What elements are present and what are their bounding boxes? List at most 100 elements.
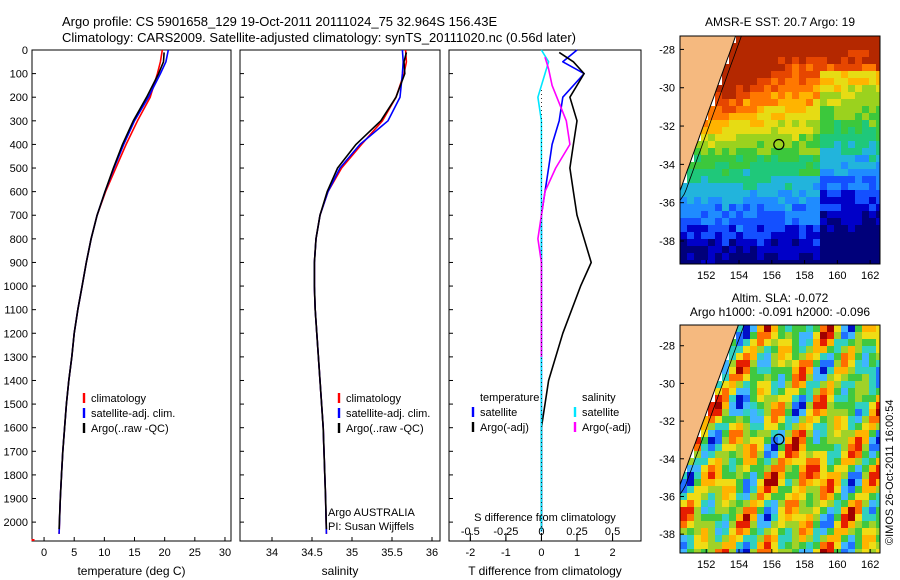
sla_map-frame bbox=[679, 324, 881, 554]
sst_map-cell bbox=[834, 134, 842, 142]
sst_map-cell bbox=[736, 120, 744, 128]
sla_map-cell bbox=[827, 360, 835, 368]
sla_map-cell bbox=[841, 486, 849, 494]
sla_map-cell bbox=[799, 388, 807, 396]
sst_map-cell bbox=[694, 253, 702, 261]
sst_map-shelf-contour bbox=[680, 36, 742, 202]
sst_map-cell bbox=[841, 197, 849, 205]
sst_map-cell bbox=[813, 183, 821, 191]
sst_map-cell bbox=[820, 197, 828, 205]
sla_map-cell bbox=[750, 367, 758, 375]
sst_map-cell bbox=[813, 204, 821, 212]
sla_map-cell bbox=[792, 360, 800, 368]
sla_map-cell bbox=[785, 339, 793, 347]
sst_map-cell bbox=[813, 162, 821, 170]
sla_map-cell bbox=[764, 542, 772, 550]
sst_map-cell bbox=[743, 162, 751, 170]
sst_map-cell bbox=[869, 57, 877, 65]
sla_map-cell bbox=[750, 458, 758, 466]
sst_map-cell bbox=[722, 239, 730, 247]
sst_map-cell bbox=[743, 43, 751, 51]
sst_map-cell bbox=[764, 176, 772, 184]
sst_map-cell bbox=[827, 148, 835, 156]
sla_map-cell bbox=[771, 409, 779, 417]
sst_map-cell bbox=[764, 260, 772, 264]
sla_map-cell bbox=[757, 423, 765, 431]
sst_map-cell bbox=[869, 190, 877, 198]
sla_map-cell bbox=[799, 479, 807, 487]
sst_map-cell bbox=[729, 141, 737, 149]
sst_map-cell bbox=[743, 204, 751, 212]
sla_map-cell bbox=[729, 451, 737, 459]
sla_map-cell bbox=[827, 395, 835, 403]
sla_map-cell bbox=[715, 500, 723, 508]
sla_map-cell bbox=[743, 465, 751, 473]
sla_map-cell bbox=[778, 500, 786, 508]
sst_map-cell bbox=[834, 120, 842, 128]
sla_map-cell bbox=[708, 444, 716, 452]
sst_map-cell bbox=[785, 246, 793, 254]
sla_map-cell bbox=[757, 339, 765, 347]
temperature-legend-label: climatology bbox=[91, 393, 147, 405]
difference-s-tick-label: 0 bbox=[538, 526, 544, 538]
difference-s-legend-label: Argo(-adj) bbox=[582, 422, 631, 434]
sst_map-cell bbox=[855, 50, 863, 58]
sla_map-cell bbox=[778, 388, 786, 396]
sst_map-cell bbox=[708, 204, 716, 212]
sst_map-cell bbox=[743, 197, 751, 205]
sla_map-cell bbox=[876, 479, 880, 487]
sst_map-cell bbox=[820, 36, 828, 44]
sla_map-cell bbox=[799, 472, 807, 480]
sst_map-cell bbox=[764, 183, 772, 191]
sst_map-cell bbox=[799, 155, 807, 163]
sla_map-cell bbox=[729, 430, 737, 438]
temperature-panel: 0 5 10 15 20 25 300100200300400500600700800900… bbox=[4, 45, 232, 578]
sla_map-cell bbox=[799, 493, 807, 501]
sla_map-cell bbox=[869, 514, 877, 522]
sst_map-cell bbox=[750, 204, 758, 212]
sst_map-cell bbox=[834, 99, 842, 107]
sst_map-cell bbox=[764, 162, 772, 170]
sla_map-cell bbox=[841, 409, 849, 417]
sst_map-cell bbox=[827, 162, 835, 170]
sla_map-cell bbox=[764, 360, 772, 368]
sst_map-cell bbox=[820, 134, 828, 142]
sst_map-cell bbox=[841, 120, 849, 128]
sla_map-cell bbox=[687, 465, 695, 473]
sst_map-cell bbox=[715, 246, 723, 254]
sla_map-cell bbox=[715, 549, 723, 553]
sla_map-cell bbox=[862, 332, 870, 340]
sla_map-cell bbox=[785, 479, 793, 487]
sst_map-cell bbox=[722, 162, 730, 170]
sla_map-cell bbox=[834, 528, 842, 536]
sst_map-cell bbox=[792, 155, 800, 163]
sst_map-cell bbox=[736, 190, 744, 198]
sla_map-cell bbox=[862, 458, 870, 466]
sst_map-cell bbox=[736, 148, 744, 156]
sla_map-cell bbox=[743, 500, 751, 508]
sla_map-cell bbox=[848, 535, 856, 543]
sla_map-cell bbox=[680, 542, 688, 550]
sla_map-cell bbox=[862, 374, 870, 382]
sla_map-cell bbox=[736, 416, 744, 424]
sst_map-cell bbox=[792, 176, 800, 184]
difference-legend-temperature-title: temperature bbox=[480, 392, 539, 404]
sla_map-cell bbox=[792, 423, 800, 431]
sst_map-cell bbox=[862, 106, 870, 114]
temperature-ytick-label: 300 bbox=[10, 116, 28, 128]
sla_map-cell bbox=[729, 521, 737, 529]
sst_map-cell bbox=[848, 134, 856, 142]
sst_map-cell bbox=[785, 50, 793, 58]
sla_map-cell bbox=[827, 472, 835, 480]
sla_map-cell bbox=[729, 542, 737, 550]
sst_map-cell bbox=[757, 246, 765, 254]
sst_map-cell bbox=[799, 113, 807, 121]
sst_map-cell bbox=[876, 162, 880, 170]
sla_map-cell bbox=[799, 402, 807, 410]
sst_map-cell bbox=[750, 176, 758, 184]
sla_map-cell bbox=[771, 549, 779, 553]
temperature-ytick-label: 1900 bbox=[4, 494, 28, 506]
sla_map-cell bbox=[841, 472, 849, 480]
sst_map-cell bbox=[862, 36, 870, 44]
sst_map-cell bbox=[722, 85, 730, 93]
